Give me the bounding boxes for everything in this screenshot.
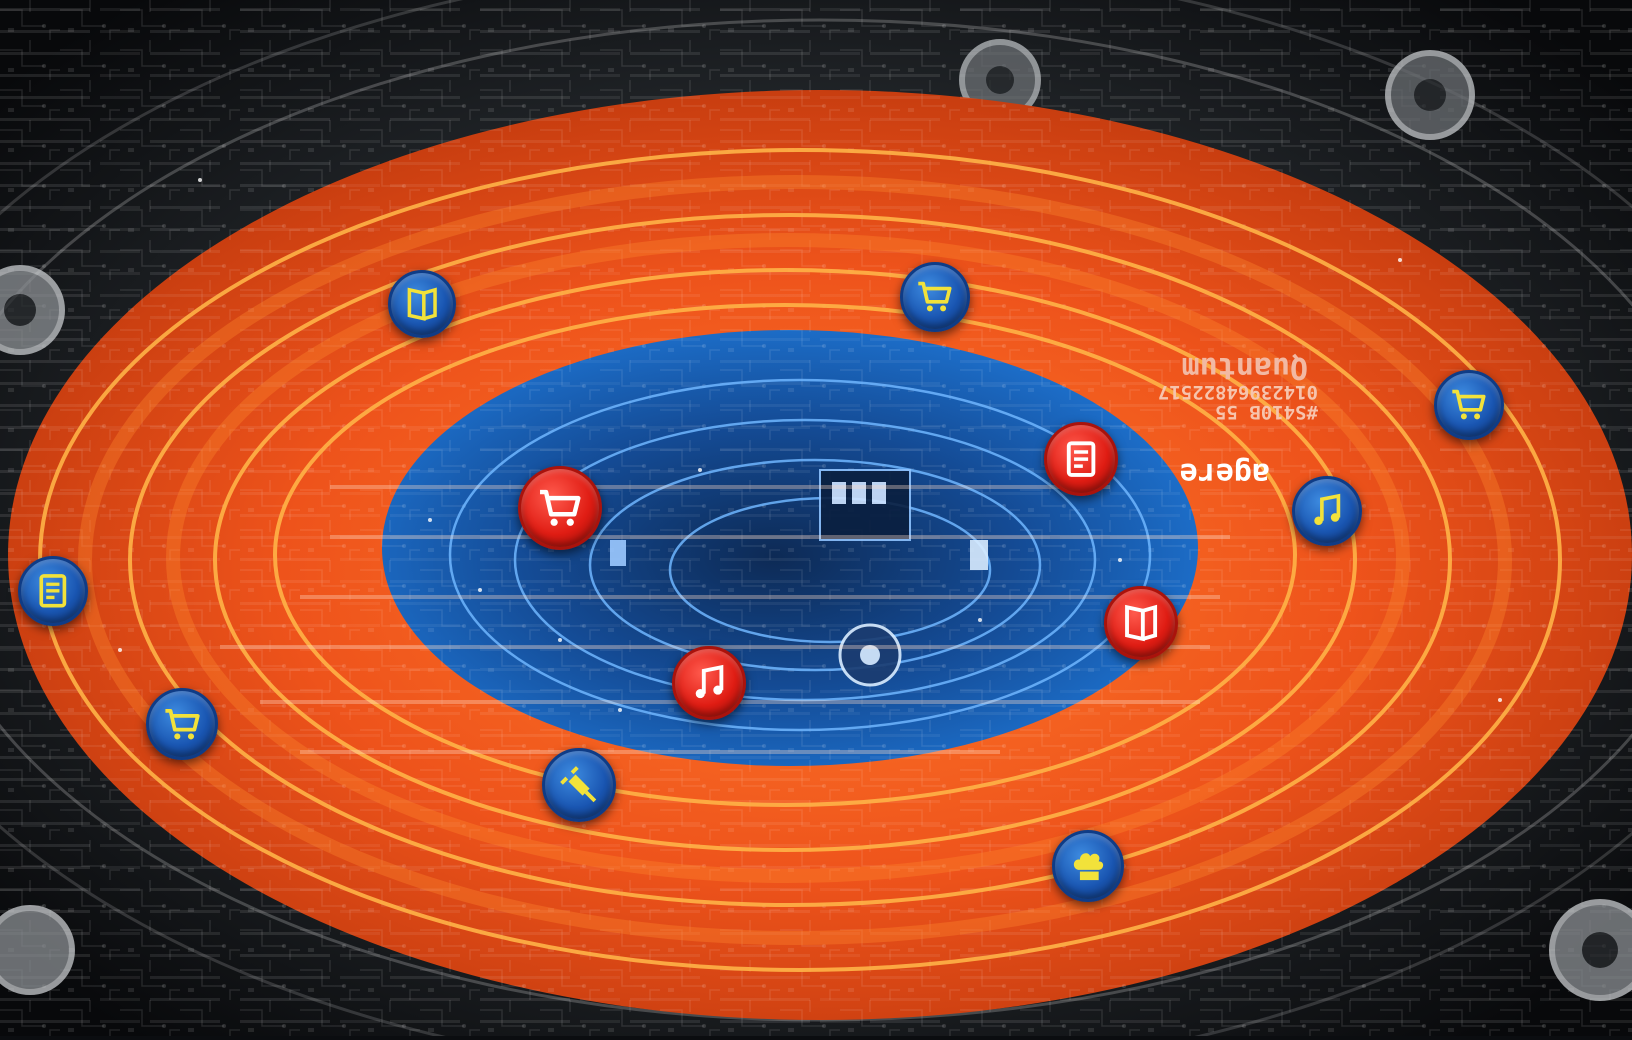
music-note-icon [672, 646, 746, 720]
shopping-cart-icon [1434, 370, 1504, 440]
shopping-cart-icon [900, 262, 970, 332]
document-icon [1044, 422, 1118, 496]
plug-icon [542, 748, 616, 822]
book-icon [388, 270, 456, 338]
shopping-cart-icon [146, 688, 218, 760]
chef-hat-icon [1052, 830, 1124, 902]
shopping-cart-icon [518, 466, 602, 550]
book-icon [1104, 586, 1178, 660]
document-icon [18, 556, 88, 626]
music-note-icon [1292, 476, 1362, 546]
